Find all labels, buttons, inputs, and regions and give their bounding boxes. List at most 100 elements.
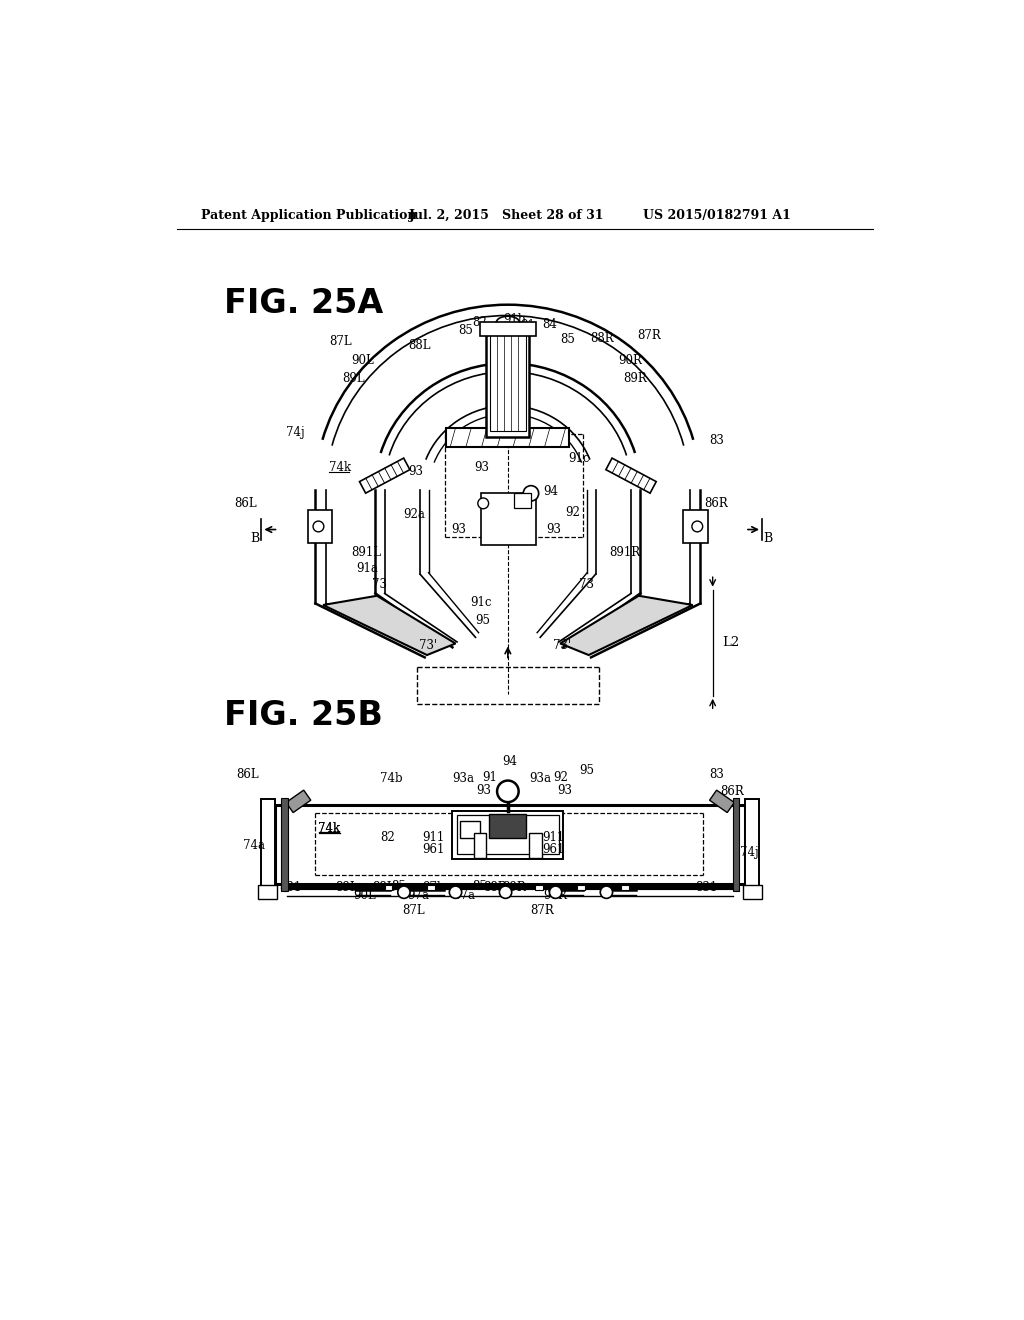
Polygon shape	[359, 458, 410, 494]
Circle shape	[523, 486, 539, 502]
Text: 831: 831	[695, 882, 718, 895]
Bar	[385, 884, 392, 890]
Bar	[453, 810, 563, 859]
Polygon shape	[683, 510, 708, 544]
Text: 86L: 86L	[236, 768, 258, 781]
Text: 91: 91	[482, 771, 497, 784]
Text: 83: 83	[710, 767, 724, 780]
Text: 74k: 74k	[318, 822, 340, 834]
Bar	[261, 799, 275, 890]
Text: 87R: 87R	[529, 904, 554, 917]
Text: 86L: 86L	[234, 496, 257, 510]
Bar	[460, 821, 480, 838]
Circle shape	[600, 886, 612, 899]
Text: 74a: 74a	[243, 838, 264, 851]
Bar	[258, 886, 276, 899]
Bar	[514, 492, 531, 508]
Polygon shape	[710, 791, 734, 813]
Bar	[446, 428, 569, 447]
Text: US 2015/0182791 A1: US 2015/0182791 A1	[643, 209, 792, 222]
Text: 93: 93	[474, 462, 489, 474]
Text: 911: 911	[422, 832, 444, 843]
Text: B: B	[251, 532, 260, 545]
Text: 88R: 88R	[590, 331, 613, 345]
Bar	[535, 884, 543, 890]
Circle shape	[478, 498, 488, 508]
Text: 87R: 87R	[637, 329, 660, 342]
Bar	[486, 323, 529, 437]
Bar	[481, 492, 537, 545]
Text: B: B	[764, 532, 773, 545]
Text: 86R: 86R	[720, 785, 744, 797]
Text: 961: 961	[422, 842, 444, 855]
Text: 74j: 74j	[286, 426, 304, 440]
Text: 97a: 97a	[408, 890, 429, 902]
Text: 88R: 88R	[483, 882, 507, 895]
Text: 911: 911	[543, 832, 565, 843]
Text: 87L: 87L	[402, 904, 425, 917]
Text: 93: 93	[547, 524, 561, 536]
Text: 88L: 88L	[372, 882, 394, 895]
Bar	[490, 331, 525, 430]
Text: 95: 95	[475, 614, 489, 627]
Text: 74k: 74k	[318, 822, 340, 834]
Text: 74j: 74j	[740, 846, 759, 859]
Bar	[282, 797, 288, 891]
Text: 73': 73'	[419, 639, 437, 652]
Bar	[480, 322, 536, 337]
Text: 90L: 90L	[353, 890, 376, 902]
Polygon shape	[286, 791, 310, 813]
Text: 84: 84	[542, 318, 557, 331]
Bar	[578, 884, 585, 890]
Text: FIG. 25B: FIG. 25B	[224, 698, 383, 731]
Bar	[529, 833, 542, 858]
Text: 89R: 89R	[624, 372, 647, 385]
Circle shape	[313, 521, 324, 532]
Bar	[743, 886, 762, 899]
Text: 74k: 74k	[330, 462, 351, 474]
Text: 92a: 92a	[402, 508, 425, 520]
Bar	[474, 833, 486, 858]
Text: 93: 93	[476, 784, 492, 797]
Text: 85: 85	[473, 880, 487, 892]
Text: 93a: 93a	[453, 772, 474, 785]
Text: 90R: 90R	[544, 890, 567, 902]
Text: 92: 92	[553, 771, 567, 784]
Text: 91a: 91a	[356, 561, 379, 574]
Text: 93: 93	[557, 784, 572, 797]
Text: Patent Application Publication: Patent Application Publication	[202, 209, 417, 222]
Text: L2: L2	[722, 636, 739, 649]
Text: 90L: 90L	[351, 354, 374, 367]
Text: 89L: 89L	[335, 882, 357, 895]
Circle shape	[450, 886, 462, 899]
Text: 831: 831	[280, 882, 302, 895]
Bar	[733, 797, 739, 891]
Text: 97b: 97b	[422, 882, 444, 895]
Text: 85: 85	[560, 333, 575, 346]
Circle shape	[550, 886, 562, 899]
Text: FIG. 25A: FIG. 25A	[224, 286, 384, 319]
Text: Jul. 2, 2015   Sheet 28 of 31: Jul. 2, 2015 Sheet 28 of 31	[410, 209, 605, 222]
Text: 91b: 91b	[504, 313, 526, 326]
Text: 85: 85	[458, 323, 473, 337]
Text: 91c: 91c	[568, 453, 590, 465]
Text: 74b: 74b	[380, 772, 402, 785]
Text: 86R: 86R	[705, 496, 728, 510]
Text: 93: 93	[452, 524, 466, 536]
Text: 94: 94	[502, 755, 517, 768]
Text: 891L: 891L	[351, 546, 382, 560]
Text: 85: 85	[391, 880, 406, 892]
Text: 97a: 97a	[453, 890, 475, 902]
Circle shape	[397, 886, 410, 899]
Bar	[427, 884, 435, 890]
Bar	[275, 805, 745, 884]
Text: 91c: 91c	[470, 595, 492, 609]
Text: 93a: 93a	[529, 772, 551, 785]
Text: 92: 92	[565, 506, 580, 519]
Text: 89R: 89R	[502, 882, 526, 895]
Circle shape	[692, 521, 702, 532]
Circle shape	[500, 886, 512, 899]
Text: 73': 73'	[553, 639, 570, 652]
Text: 93: 93	[409, 465, 423, 478]
Text: 90R: 90R	[618, 354, 643, 367]
